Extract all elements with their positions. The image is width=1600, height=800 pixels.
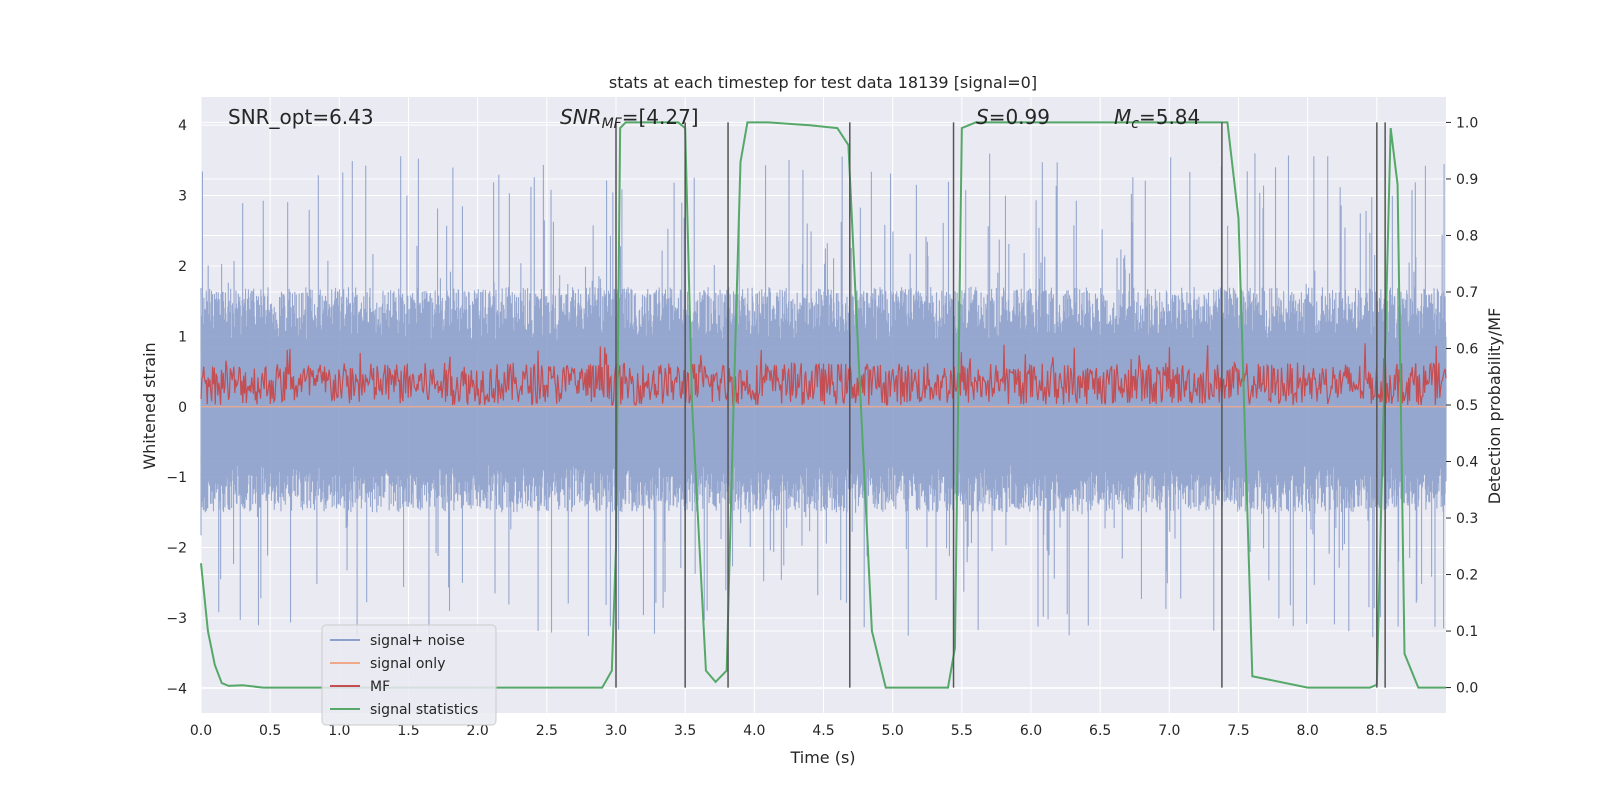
x-tick-label: 6.5 — [1089, 723, 1111, 739]
x-tick-label: 6.0 — [1020, 723, 1042, 739]
legend-label-signal-statistics: signal statistics — [370, 702, 478, 718]
x-tick-label: 1.5 — [397, 723, 419, 739]
vertical-markers — [615, 122, 1386, 688]
x-tick-label: 4.5 — [812, 723, 834, 739]
y-tick-label: −1 — [166, 470, 187, 486]
y-right-tick-label: 0.4 — [1456, 455, 1478, 471]
y-axis-label: Whitened strain — [140, 342, 159, 469]
y-right-tick-label: 0.3 — [1456, 511, 1478, 527]
y-right-tick-label: 0.5 — [1456, 398, 1478, 414]
x-tick-label: 3.5 — [674, 723, 696, 739]
y-right-tick-label: 0.1 — [1456, 624, 1478, 640]
mc-sub: c — [1131, 116, 1139, 132]
x-axis-label: Time (s) — [789, 748, 855, 767]
x-tick-label: 8.0 — [1297, 723, 1319, 739]
x-tick-label: 7.5 — [1227, 723, 1249, 739]
s-symbol: S — [976, 105, 989, 129]
y-tick-label: −4 — [166, 681, 187, 697]
series-mf — [200, 343, 1447, 406]
annotation-mc: Mc=5.84 — [1114, 105, 1200, 132]
legend: signal+ noise signal only MF signal stat… — [321, 624, 497, 726]
x-ticks: 0.0 0.5 1.0 1.5 2.0 2.5 3.0 3.5 4.0 4.5 5.0 5.5 6.0 6… — [190, 723, 1388, 739]
x-tick-label: 0.0 — [190, 723, 212, 739]
x-tick-label: 0.5 — [259, 723, 281, 739]
snr-mf-value: =[4.27] — [622, 105, 699, 129]
y-axis-right-label: Detection probability/MF — [1485, 308, 1504, 505]
y-right-tick-label: 0.9 — [1456, 172, 1478, 188]
x-tick-label: 3.0 — [605, 723, 627, 739]
mc-value: =5.84 — [1139, 105, 1200, 129]
y-tick-label: 2 — [178, 259, 187, 275]
x-tick-label: 5.5 — [951, 723, 973, 739]
annotation-s: S=0.99 — [976, 105, 1050, 129]
y-right-tick-label: 0.8 — [1456, 228, 1478, 244]
x-tick-label: 5.0 — [882, 723, 904, 739]
x-tick-label: 4.0 — [743, 723, 765, 739]
y-tick-label: 1 — [178, 329, 187, 345]
y-tick-label: 3 — [178, 189, 187, 205]
mc-symbol: M — [1114, 105, 1131, 129]
y-right-tick-label: 0.2 — [1456, 568, 1478, 584]
s-value: =0.99 — [989, 105, 1050, 129]
y-right-tick-label: 0.6 — [1456, 341, 1478, 357]
series-layer — [200, 121, 1447, 689]
snr-mf-sub: MF — [602, 116, 623, 132]
series-signal-statistics — [200, 121, 1446, 689]
annotation-snr-opt: SNR_opt=6.43 — [228, 105, 374, 129]
annotation-snr-mf: SNRMF=[4.27] — [560, 105, 699, 132]
x-tick-label: 1.0 — [328, 723, 350, 739]
y-tick-label: 4 — [178, 118, 187, 134]
legend-label-mf: MF — [370, 679, 390, 695]
y-ticks-left: 4 3 2 1 0 −1 −2 −3 −4 — [166, 118, 187, 697]
legend-label-signal-only: signal only — [370, 656, 445, 672]
y-tick-label: −3 — [166, 611, 187, 627]
y-right-tick-label: 1.0 — [1456, 115, 1478, 131]
legend-box — [321, 624, 497, 726]
y-right-tick-label: 0.0 — [1456, 681, 1478, 697]
x-tick-label: 8.5 — [1366, 723, 1388, 739]
chart-title: stats at each timestep for test data 181… — [609, 73, 1037, 92]
x-tick-label: 7.0 — [1158, 723, 1180, 739]
x-tick-label: 2.0 — [467, 723, 489, 739]
y-tick-label: 0 — [178, 400, 187, 416]
y-ticks-right: 1.0 0.9 0.8 0.7 0.6 0.5 0.4 0.3 0.2 0.1 0.0 — [1446, 115, 1478, 697]
snr-mf-base: SNR — [560, 105, 602, 129]
y-right-tick-label: 0.7 — [1456, 285, 1478, 301]
y-tick-label: −2 — [166, 541, 187, 557]
x-tick-label: 2.5 — [536, 723, 558, 739]
legend-label-signal-noise: signal+ noise — [370, 633, 465, 649]
